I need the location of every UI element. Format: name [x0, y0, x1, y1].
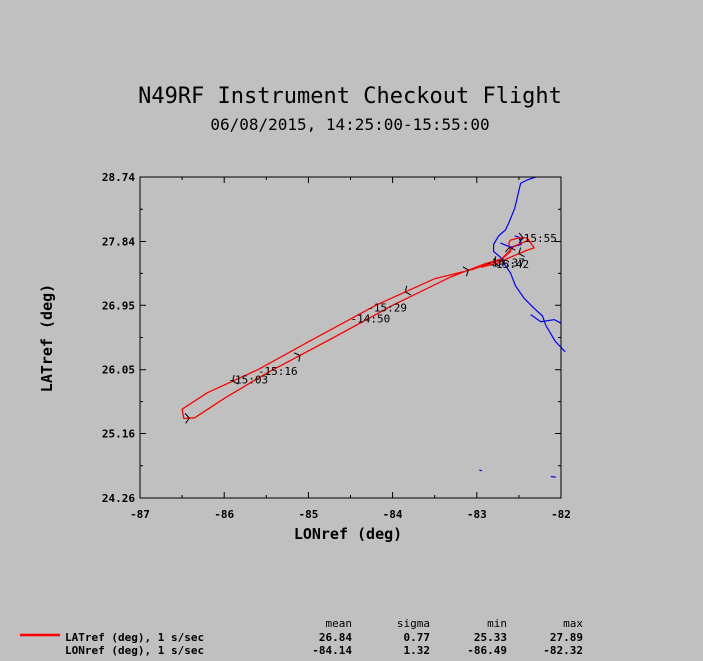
time-label: -14:37 [485, 257, 525, 270]
y-tick-label: 26.95 [102, 299, 135, 312]
direction-arrow [232, 374, 239, 385]
stats-row-min: 25.33 [474, 631, 507, 644]
stats-header-min: min [487, 617, 507, 630]
stats-row-sigma: 0.77 [404, 631, 431, 644]
stats-row-sigma: 1.32 [404, 644, 431, 657]
time-label: -14:50 [351, 313, 391, 326]
y-tick-label: 26.05 [102, 364, 135, 377]
direction-arrow [492, 256, 500, 267]
stats-header-sigma: sigma [397, 617, 430, 630]
x-tick-label: -84 [383, 508, 403, 521]
plot-area-frame [139, 176, 562, 499]
time-label: -15:03 [228, 373, 268, 386]
coastline-segment [479, 469, 483, 472]
direction-arrow [184, 413, 190, 424]
coastline-segment [493, 176, 566, 353]
stats-row-max: 27.89 [550, 631, 583, 644]
coastline-segment [550, 475, 556, 478]
flight-track-layer [181, 232, 535, 424]
direction-arrow [518, 232, 524, 244]
x-tick-label: -87 [130, 508, 150, 521]
time-label-layer: -15:03-15:16 -14:50-15:29 -15:55 -15:42-14:… [228, 232, 557, 386]
time-label: -15:16 [258, 365, 298, 378]
y-tick-label: 28.74 [102, 171, 135, 184]
x-tick-label: -85 [298, 508, 318, 521]
direction-arrow [462, 266, 469, 277]
stats-row-mean: -84.14 [312, 644, 352, 657]
y-tick-label: 25.16 [102, 428, 135, 441]
x-tick-label: -82 [551, 508, 571, 521]
direction-arrow [404, 285, 412, 296]
x-tick-label: -83 [467, 508, 487, 521]
statistics-table: mean sigma min max LATref (deg), 1 s/sec… [20, 617, 583, 657]
stats-row-max: -82.32 [543, 644, 583, 657]
chart-title: N49RF Instrument Checkout Flight [138, 84, 562, 109]
stats-row-label: LONref (deg), 1 s/sec [65, 644, 204, 657]
y-axis-ticks: 24.26 25.16 26.05 26.95 27.84 28.74 [102, 171, 561, 505]
coastline-layer [479, 176, 566, 478]
y-axis-label: LATref (deg) [38, 284, 56, 392]
time-label: -15:55 [517, 232, 557, 245]
y-tick-label: 24.26 [102, 492, 135, 505]
x-axis-label: LONref (deg) [294, 525, 402, 543]
coastline-segment [500, 235, 523, 248]
time-label: -15:29 [367, 302, 407, 315]
stats-header-max: max [563, 617, 583, 630]
time-label: -15:42 [489, 258, 529, 271]
stats-row-min: -86.49 [467, 644, 507, 657]
x-axis-ticks: -87 -86 -85 -84 -83 -82 [130, 177, 571, 521]
direction-arrow [293, 352, 301, 362]
stats-header-mean: mean [326, 617, 353, 630]
flight-track-line [181, 237, 535, 420]
coastline-segment [530, 314, 562, 324]
stats-row-mean: 26.84 [319, 631, 352, 644]
y-tick-label: 27.84 [102, 235, 135, 248]
x-tick-label: -86 [214, 508, 234, 521]
chart-subtitle: 06/08/2015, 14:25:00-15:55:00 [210, 115, 489, 134]
direction-arrow [505, 246, 516, 253]
direction-arrow [518, 247, 525, 258]
stats-row-label: LATref (deg), 1 s/sec [65, 631, 204, 644]
